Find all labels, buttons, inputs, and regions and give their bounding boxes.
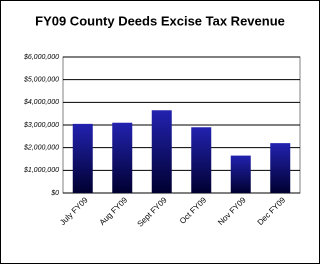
bar [230, 155, 251, 193]
bar [72, 123, 93, 193]
bar [112, 122, 133, 193]
bar [151, 110, 172, 193]
y-tick-label: $0 [50, 190, 59, 197]
y-tick-label: $1,000,000 [23, 167, 59, 174]
y-tick-label: $5,000,000 [23, 77, 59, 84]
y-tick-label: $2,000,000 [23, 145, 59, 152]
y-tick-label: $4,000,000 [23, 99, 59, 106]
y-tick-label: $3,000,000 [23, 122, 59, 129]
y-tick-label: $6,000,000 [23, 54, 59, 61]
bar [270, 143, 291, 193]
bar [191, 127, 212, 193]
chart-title: FY09 County Deeds Excise Tax Revenue [35, 13, 285, 28]
